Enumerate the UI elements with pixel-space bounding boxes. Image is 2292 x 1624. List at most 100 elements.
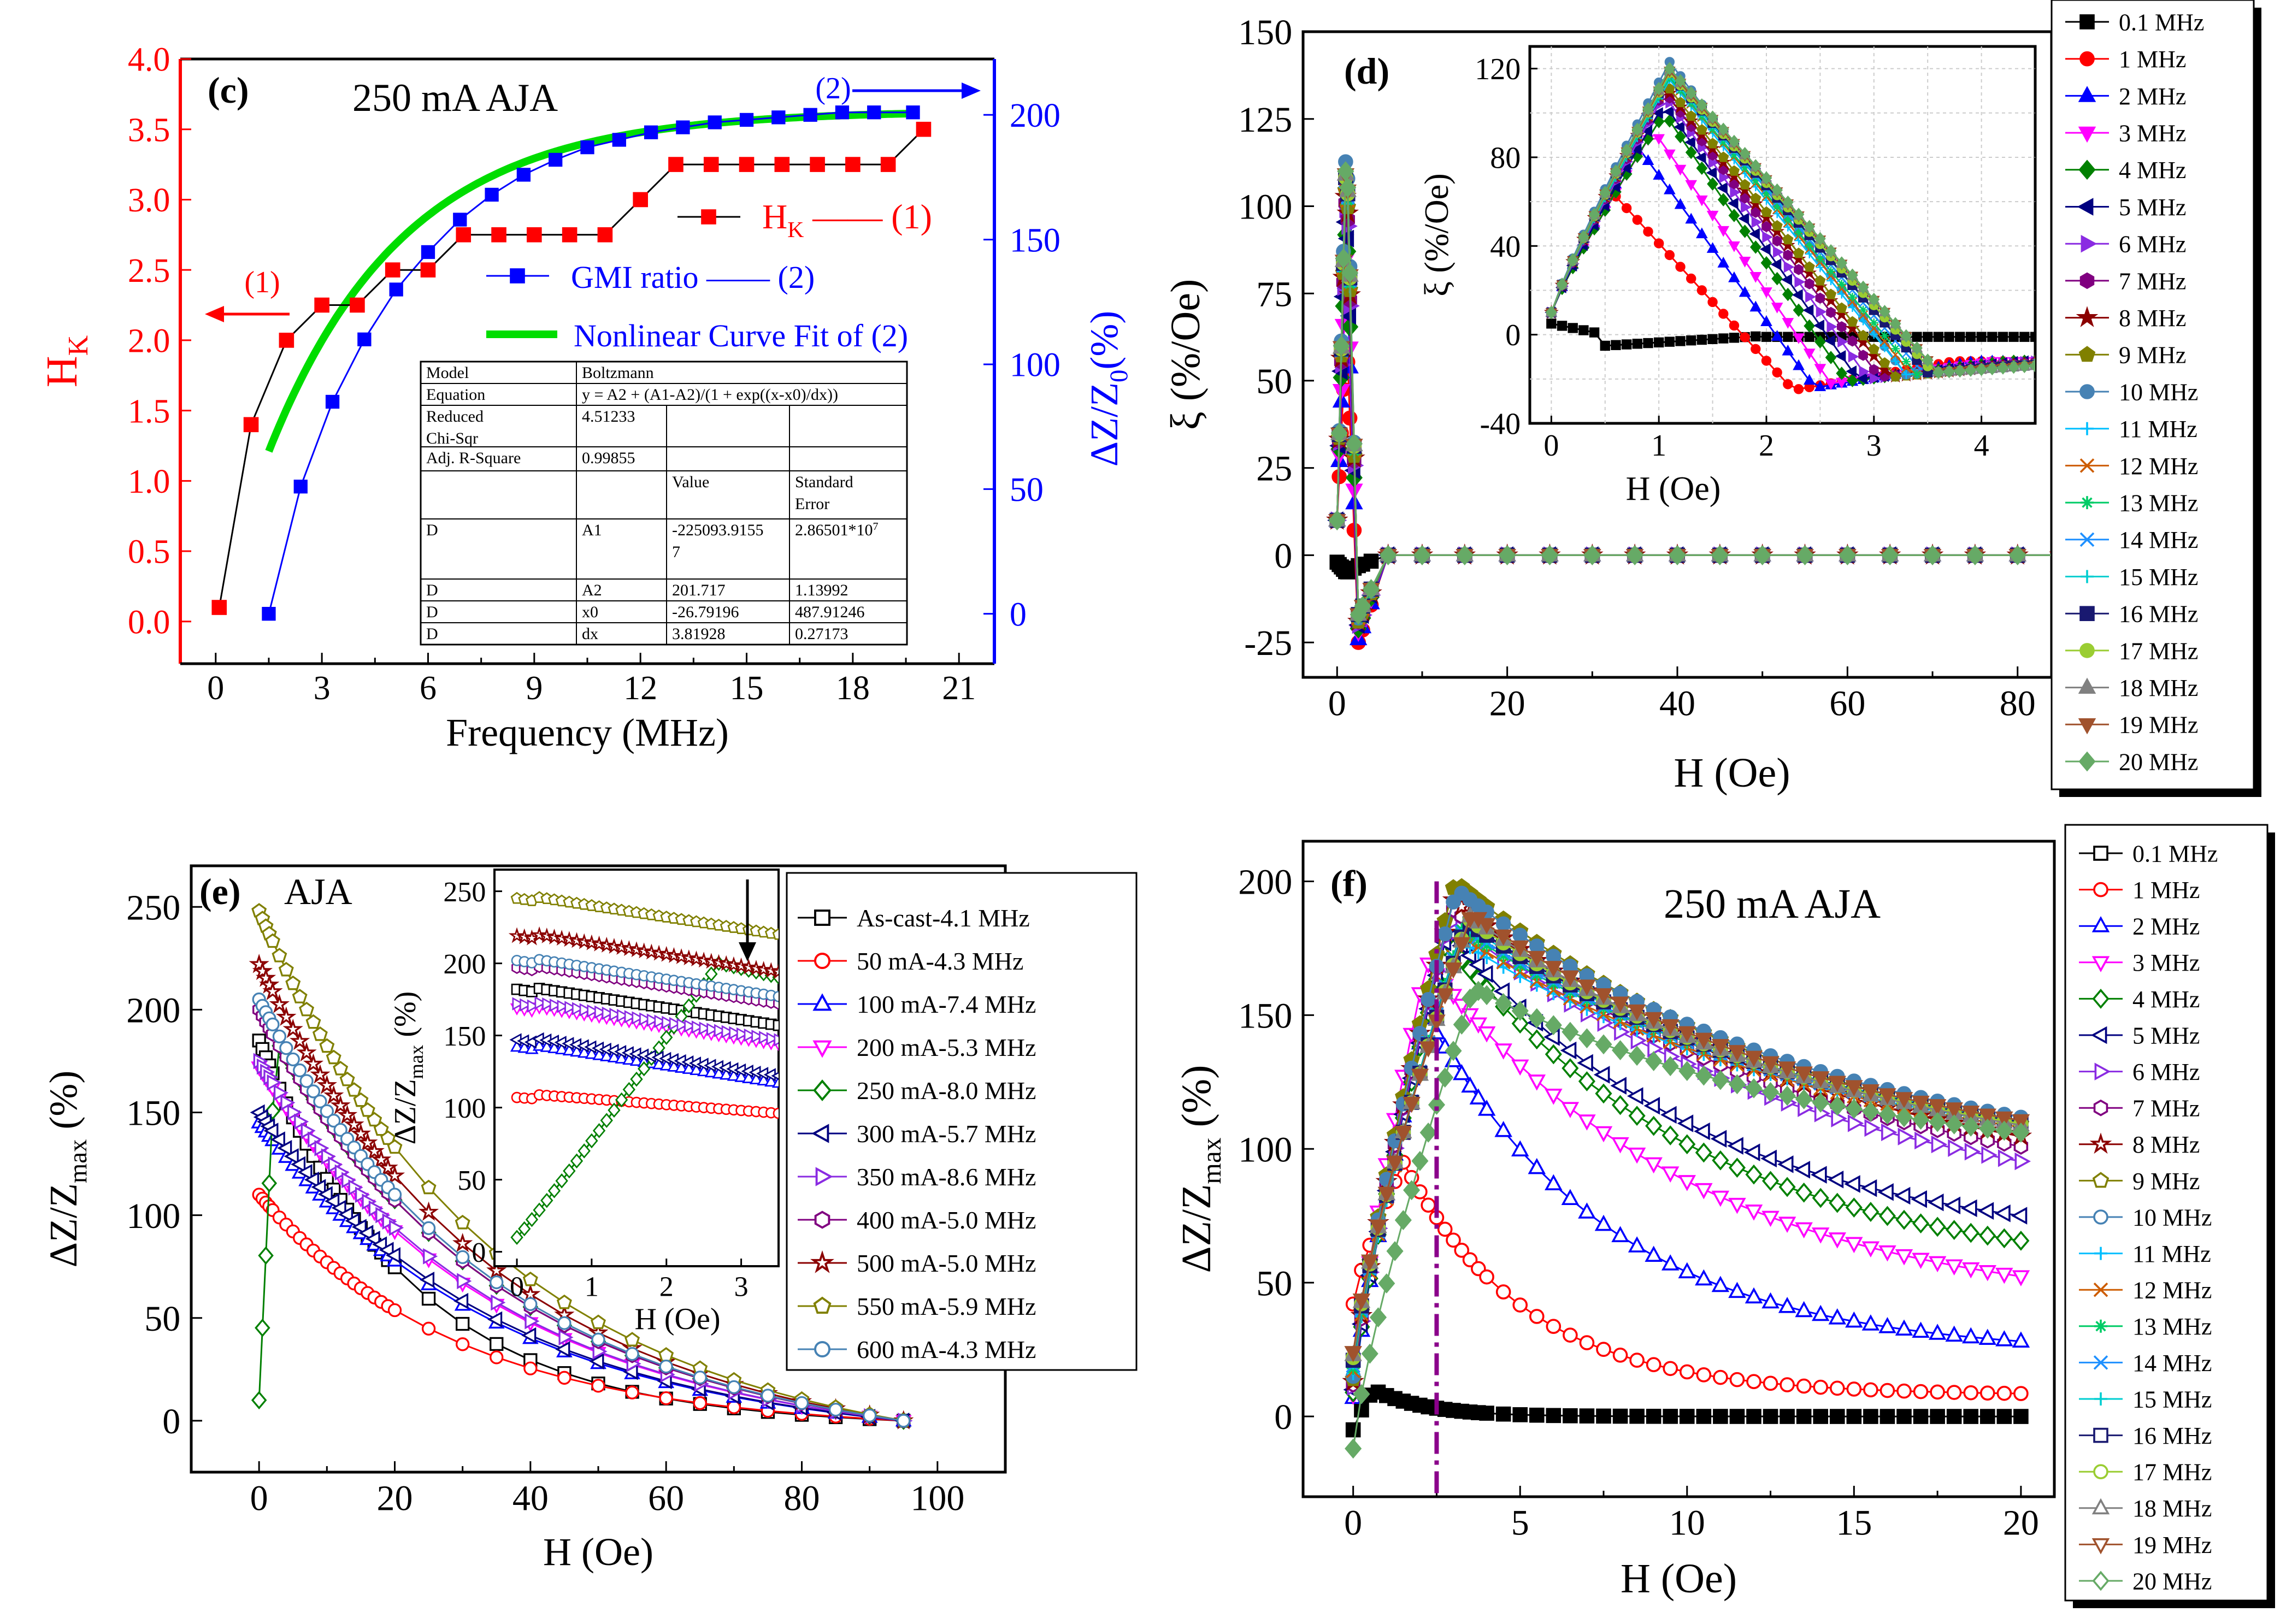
plot-area [211, 105, 932, 621]
dz-point [345, 1213, 360, 1229]
dz-point [1511, 1059, 1529, 1076]
dz-point [1760, 1149, 1777, 1168]
hk-point [668, 157, 684, 172]
dz-point [423, 1248, 438, 1265]
inset-point [1998, 332, 2008, 342]
inset-point [680, 949, 698, 966]
inset-point [705, 966, 718, 982]
inset-point [591, 935, 608, 952]
dz-point [1895, 1092, 1913, 1108]
gmi-ratio-point [325, 394, 340, 409]
x-tick-label: 40 [512, 1478, 549, 1518]
dz-point [490, 1275, 504, 1290]
inset-point [568, 932, 585, 948]
inset-point [1642, 102, 1654, 116]
inset-point [1955, 332, 1965, 342]
inset-point [1749, 240, 1761, 254]
dz-point [264, 1101, 281, 1120]
inset-point [1912, 332, 1922, 342]
inset-point [598, 936, 615, 953]
dz-point [1377, 1186, 1396, 1203]
table-cell: y = A2 + (A1-A2)/(1 + exp((x-x0)/dx)) [582, 386, 838, 404]
panel-label: (d) [1344, 50, 1389, 92]
y-tick-label: 2.0 [128, 323, 170, 360]
gmi-ratio-point [389, 282, 403, 297]
dz-point [1961, 1327, 1980, 1344]
legend-entry: 550 mA-5.9 MHz [857, 1292, 1036, 1320]
dz-point [727, 1380, 741, 1395]
inset-point [1803, 374, 1816, 385]
legend-marker [2094, 1319, 2107, 1333]
inset-point [650, 944, 668, 961]
inset-point [662, 1015, 674, 1030]
inset-point [691, 1020, 704, 1034]
inset-point [1748, 196, 1763, 210]
dz-point [1643, 1097, 1660, 1115]
inset-point [1835, 350, 1846, 362]
dz-point [326, 1049, 341, 1065]
xi-series-0 [1336, 554, 2052, 573]
inset-point [725, 956, 743, 972]
dz-point [1828, 1308, 1847, 1325]
gmi-ratio-point [803, 108, 817, 122]
y-axis-label: ΔZ/Zmax (%) [1174, 1065, 1227, 1273]
gmi-ratio-point [453, 212, 467, 227]
inset-point [727, 1068, 741, 1081]
xi-point [1341, 263, 1359, 284]
inset-point [1783, 215, 1793, 224]
dz-point [1469, 1088, 1488, 1105]
dz-point [272, 1029, 287, 1044]
inset-point [1771, 183, 1783, 197]
dz-point [522, 1271, 538, 1286]
dz-point [2013, 1386, 2029, 1401]
dz-point [1946, 1114, 1963, 1135]
x-tick-label: 60 [1829, 683, 1865, 723]
dz-point [659, 1359, 673, 1374]
hk-point [491, 227, 506, 243]
table-cell: Adj. R-Square [426, 449, 521, 467]
dz-point [523, 1297, 538, 1312]
dz-point [1411, 1068, 1429, 1085]
inset-point [1836, 367, 1848, 380]
gmi-ratio-point [421, 245, 435, 259]
inset-e: 0 1 2 3 0 50 100 150 200 250 H (Oe) ΔZ/Zmax (%) [388, 869, 780, 1336]
arrow-1-head [205, 306, 224, 322]
dz-point [1895, 1107, 1913, 1127]
dz-point [1979, 1118, 1996, 1139]
inset-point [1739, 256, 1751, 268]
inset-point [660, 1030, 673, 1045]
inset-point [697, 1064, 711, 1077]
dz-point [1728, 1197, 1746, 1214]
legend-marker [2093, 1464, 2108, 1479]
dz-point [1595, 1034, 1612, 1055]
dz-point [1661, 1125, 1679, 1145]
dz-point [304, 1171, 319, 1188]
inset-point [1729, 333, 1740, 343]
dz-point [421, 1291, 436, 1306]
inset-point [578, 1046, 591, 1058]
dz-point [1579, 1335, 1595, 1350]
dz-point [491, 1294, 506, 1311]
dz-point [1345, 1438, 1362, 1459]
legend-marker [2081, 570, 2094, 583]
legend-entry: 13 MHz [2132, 1313, 2212, 1340]
legend-hk: HK —— (1) [762, 197, 932, 242]
dz-point [277, 1139, 292, 1156]
dz-point [1928, 1324, 1947, 1340]
legend-marker [2094, 1247, 2107, 1260]
legend-entry: 1 MHz [2119, 46, 2186, 73]
x-tick-label: 0 [1543, 429, 1559, 463]
x-tick-label: 80 [784, 1478, 820, 1518]
inset-point [749, 1072, 763, 1084]
inset-point [542, 997, 555, 1011]
dz-point [360, 1102, 375, 1117]
dz-point [693, 1396, 707, 1410]
dz-point [286, 1052, 300, 1067]
inset-point [2018, 359, 2030, 374]
dz-point [1529, 1309, 1545, 1324]
dz-point [2012, 1230, 2030, 1251]
dz-point [291, 1156, 306, 1173]
dz-point [1795, 1089, 1813, 1109]
inset-point [1770, 258, 1782, 270]
dz-point [1614, 1023, 1630, 1041]
